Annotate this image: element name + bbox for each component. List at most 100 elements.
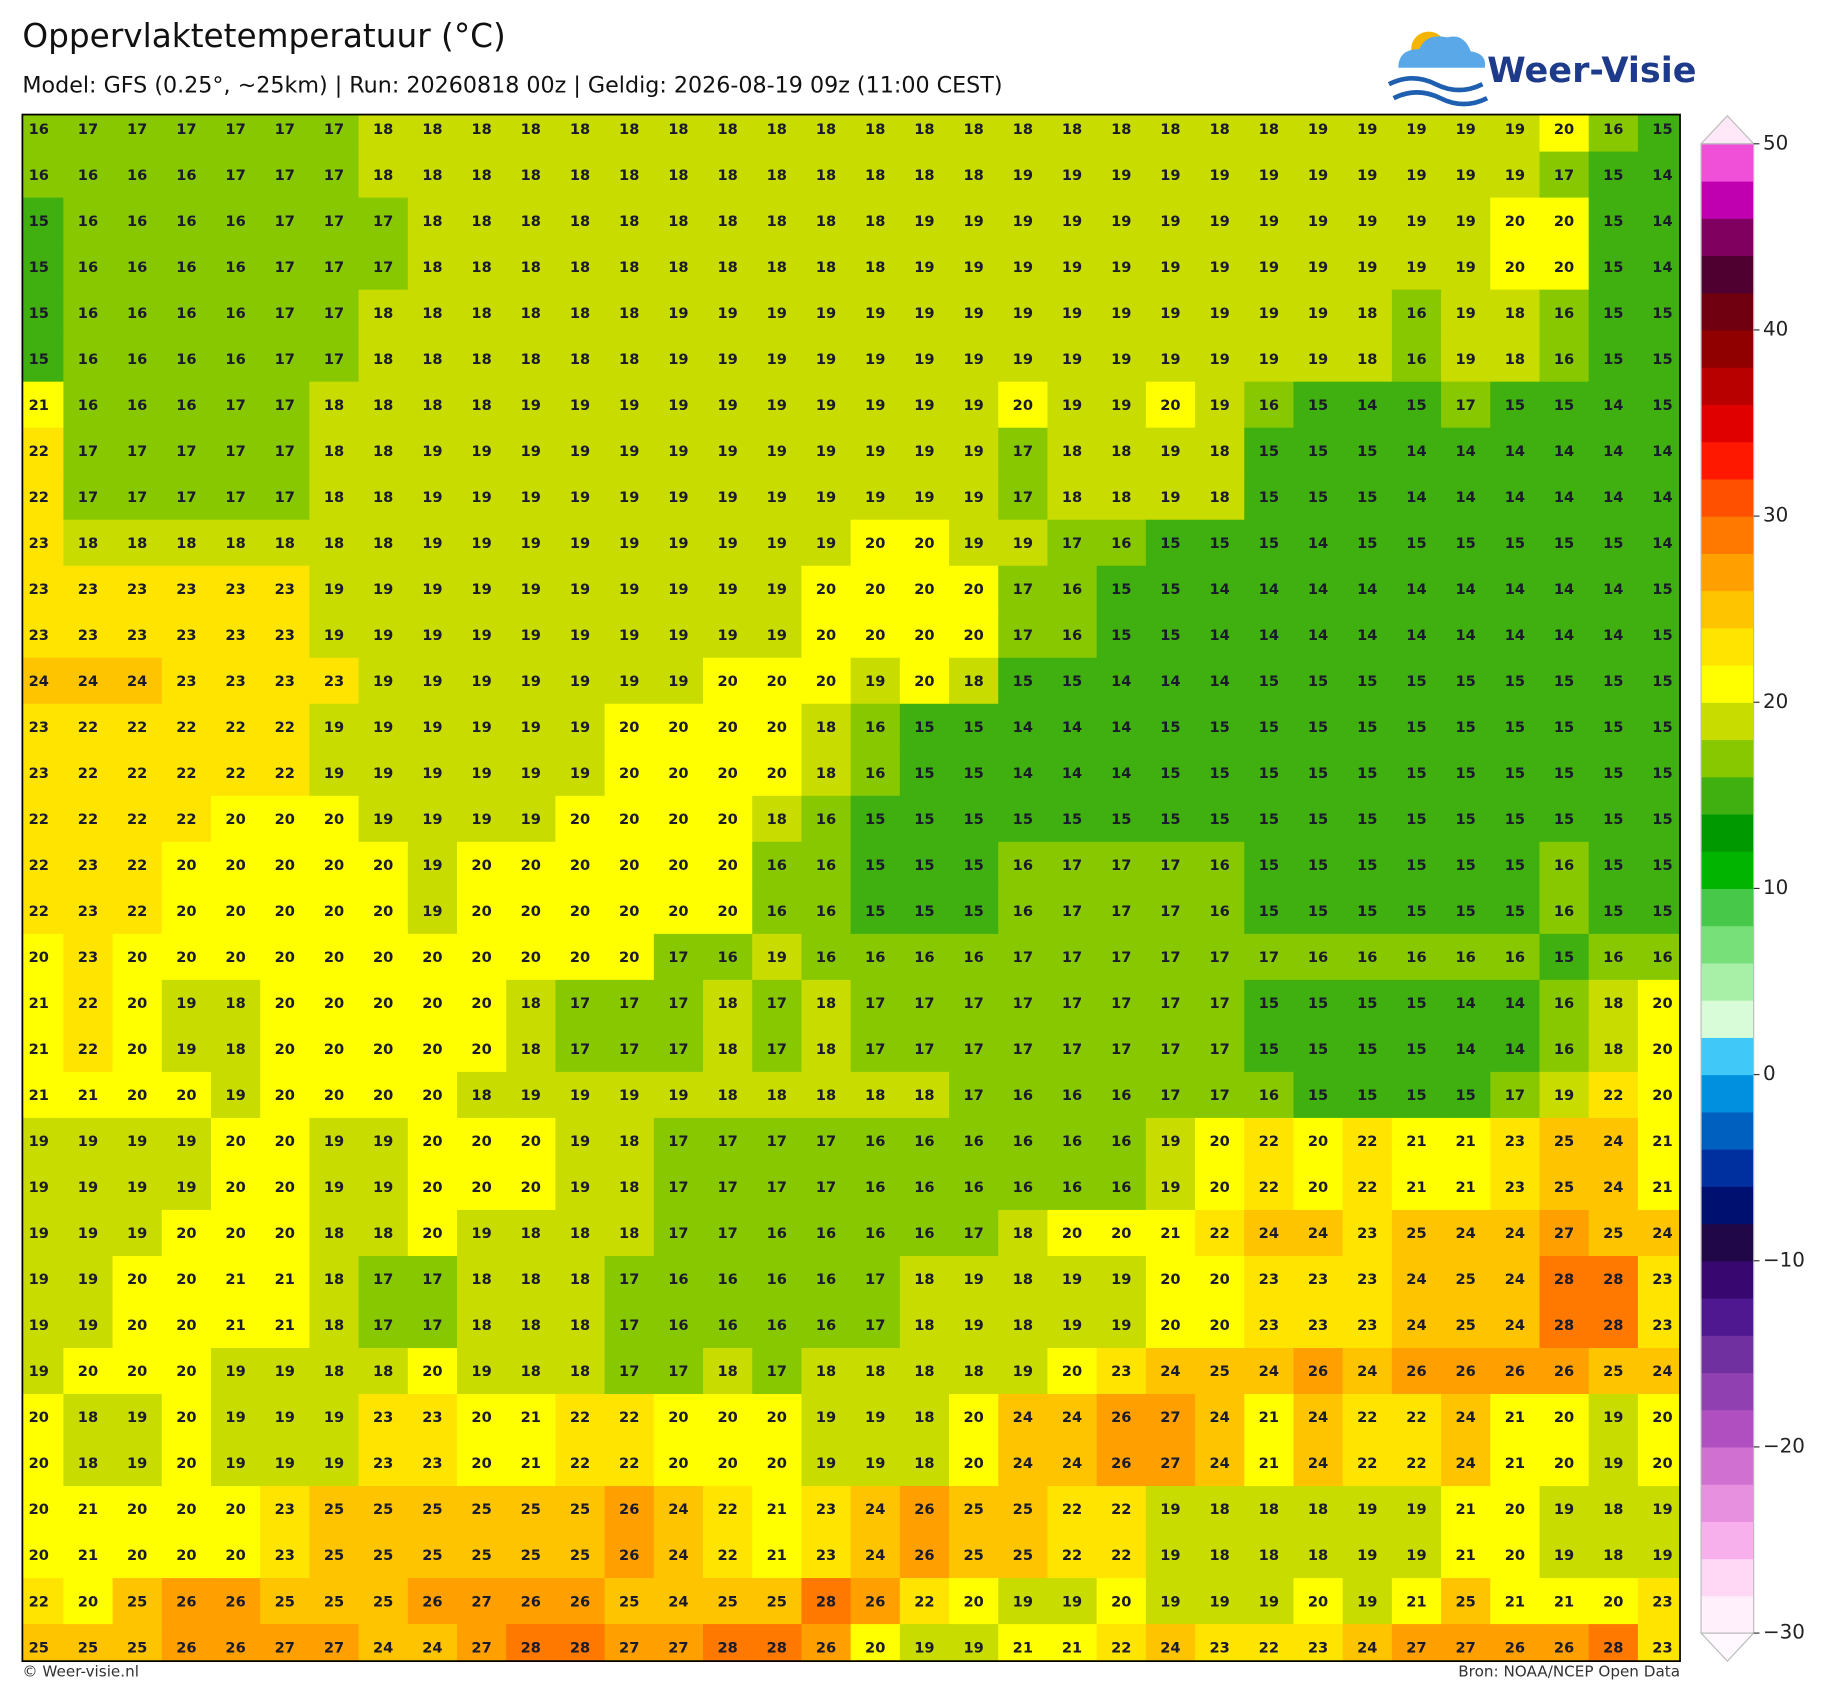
cell-fill [112, 1255, 163, 1303]
cell-fill [1539, 841, 1590, 889]
cell-value: 20 [127, 1271, 147, 1288]
cell-value: 19 [963, 259, 983, 276]
cell-value: 15 [1603, 765, 1623, 782]
cell-fill [1391, 1117, 1442, 1165]
cell-fill [801, 703, 852, 751]
cell-value: 19 [176, 1179, 196, 1196]
cell-fill [407, 657, 458, 705]
cell-value: 23 [176, 581, 196, 598]
cell-value: 26 [225, 1593, 245, 1610]
cell-value: 16 [225, 259, 245, 276]
cell-fill [604, 114, 655, 153]
cell-value: 25 [1456, 1593, 1476, 1610]
colorbar-band [1701, 1037, 1754, 1076]
cell-value: 20 [127, 1317, 147, 1334]
cell-fill [1342, 151, 1393, 199]
cell-value: 17 [1013, 995, 1033, 1012]
cell-value: 16 [767, 903, 787, 920]
cell-fill [1441, 979, 1491, 1027]
cell-value: 15 [1209, 719, 1229, 736]
cell-fill [1145, 703, 1196, 751]
cell-value: 19 [1111, 351, 1131, 368]
cell-fill [260, 427, 311, 475]
cell-value: 17 [324, 259, 344, 276]
cell-fill [1342, 197, 1393, 245]
cell-value: 18 [1062, 489, 1082, 506]
cell-fill [850, 611, 901, 659]
cell-value: 16 [717, 949, 737, 966]
cell-fill [22, 473, 65, 521]
cell-value: 15 [1652, 673, 1672, 690]
cell-value: 15 [1603, 305, 1623, 322]
cell-value: 17 [225, 167, 245, 184]
cell-fill [63, 611, 114, 659]
cell-fill [22, 243, 65, 291]
cell-value: 20 [29, 1547, 49, 1564]
cell-value: 19 [1209, 305, 1229, 322]
cell-fill [1195, 933, 1245, 981]
cell-value: 20 [373, 903, 393, 920]
cell-value: 17 [324, 167, 344, 184]
cell-value: 17 [225, 397, 245, 414]
cell-value: 18 [816, 121, 836, 138]
cell-fill [1342, 933, 1393, 981]
cell-fill [63, 114, 114, 153]
cell-fill [752, 1486, 803, 1533]
cell-fill [604, 1394, 655, 1441]
cell-value: 15 [1308, 397, 1328, 414]
logo-text: Weer-Visie [1487, 50, 1696, 91]
cell-value: 19 [471, 535, 491, 552]
cell-value: 15 [1308, 995, 1328, 1012]
cell-fill [63, 427, 114, 475]
cell-value: 19 [422, 581, 442, 598]
cell-fill [653, 1394, 704, 1441]
cell-fill [112, 197, 163, 245]
cell-value: 15 [914, 765, 934, 782]
cell-fill [1391, 703, 1442, 751]
cell-value: 23 [1259, 1317, 1279, 1334]
cell-fill [506, 114, 557, 153]
cell-fill [801, 151, 852, 199]
cell-value: 23 [127, 581, 147, 598]
cell-value: 20 [78, 1593, 98, 1610]
cell-fill [1145, 611, 1196, 659]
colorbar-tick-label: 0 [1763, 1062, 1776, 1085]
cell-value: 19 [570, 535, 590, 552]
cell-value: 18 [570, 121, 590, 138]
cell-value: 15 [1505, 719, 1525, 736]
cell-fill [555, 1578, 606, 1625]
cell-fill [260, 979, 311, 1027]
cell-fill [850, 1117, 901, 1165]
cell-value: 24 [1505, 1225, 1525, 1242]
cell-fill [1539, 1301, 1590, 1349]
cell-value: 17 [717, 1225, 737, 1242]
cell-fill [1391, 749, 1442, 797]
cell-fill [653, 335, 704, 383]
cell-value: 15 [1554, 719, 1574, 736]
cell-value: 23 [275, 1547, 295, 1564]
cell-value: 19 [373, 1179, 393, 1196]
cell-fill [801, 749, 852, 797]
cell-value: 20 [127, 1501, 147, 1518]
cell-fill [555, 749, 606, 797]
cell-value: 19 [324, 765, 344, 782]
cell-value: 22 [176, 765, 196, 782]
cell-fill [949, 657, 999, 705]
cell-value: 19 [1357, 1547, 1377, 1564]
cell-value: 15 [1357, 903, 1377, 920]
cell-value: 18 [1357, 305, 1377, 322]
cell-value: 22 [29, 1593, 49, 1610]
cell-fill [112, 611, 163, 659]
cell-value: 16 [127, 213, 147, 230]
cell-value: 15 [963, 719, 983, 736]
cell-fill [604, 887, 655, 935]
cell-fill [703, 427, 753, 475]
colorbar-band [1701, 367, 1754, 405]
cell-fill [1490, 1532, 1541, 1579]
cell-value: 24 [1603, 1179, 1623, 1196]
cell-value: 19 [570, 1087, 590, 1104]
cell-value: 15 [1259, 673, 1279, 690]
cell-fill [112, 703, 163, 751]
cell-fill [112, 151, 163, 199]
cell-fill [161, 1209, 212, 1257]
